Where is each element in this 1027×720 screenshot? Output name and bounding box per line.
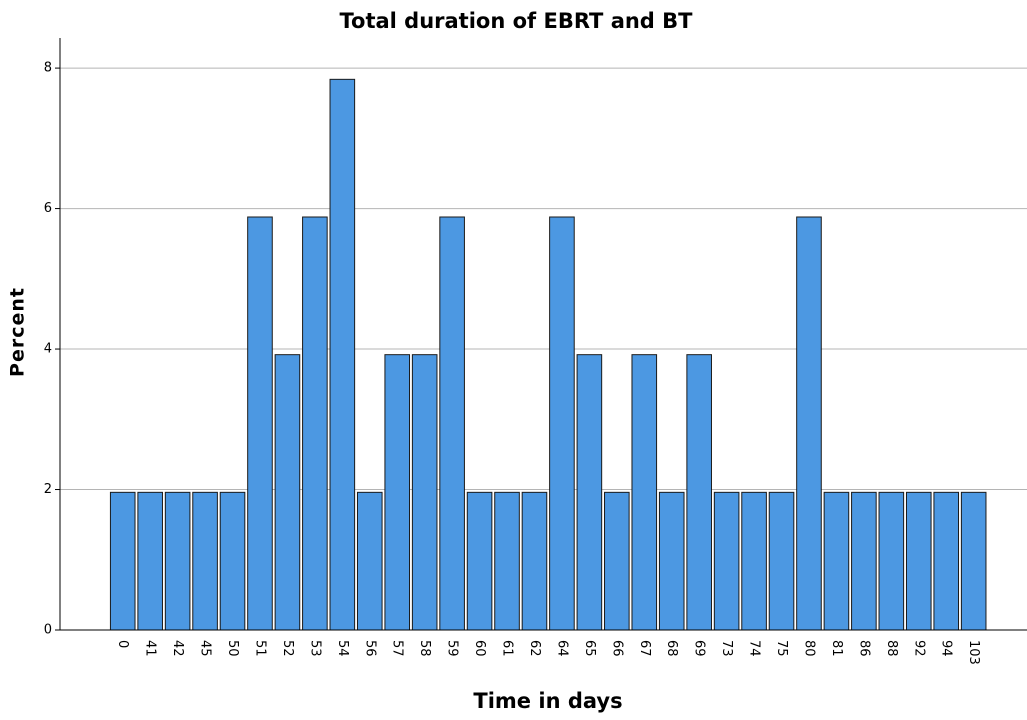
- x-tick-label: 42: [170, 640, 185, 657]
- x-tick-label: 56: [362, 640, 377, 657]
- x-axis-label: Time in days: [473, 689, 622, 713]
- x-tick-label: 51: [252, 640, 267, 657]
- x-tick-label: 92: [911, 640, 926, 657]
- x-tick-label: 80: [801, 640, 816, 657]
- x-tick-label: 103: [966, 640, 981, 665]
- bar: [356, 491, 383, 631]
- x-tick-label: 61: [500, 640, 515, 657]
- x-tick-label: 68: [664, 640, 679, 657]
- bar: [960, 491, 987, 631]
- bar: [713, 491, 740, 631]
- y-axis-label: Percent: [7, 287, 29, 377]
- y-tick-label: 0: [44, 623, 52, 638]
- bar: [686, 354, 712, 631]
- x-tick-label: 0: [115, 640, 130, 648]
- bar: [796, 216, 822, 631]
- bar: [494, 491, 520, 631]
- bar: [604, 491, 630, 631]
- x-tick-label: 81: [829, 640, 844, 657]
- bar: [302, 216, 328, 631]
- x-tick-label: 58: [417, 640, 432, 657]
- x-tick-label: 73: [719, 640, 734, 657]
- bar: [905, 491, 932, 631]
- bar: [247, 216, 273, 631]
- x-tick-label: 62: [527, 640, 542, 657]
- x-tick-label: 66: [609, 640, 624, 657]
- y-tick-label: 6: [44, 201, 52, 216]
- x-tick-label: 75: [774, 640, 789, 657]
- bar: [933, 491, 960, 631]
- bar: [576, 354, 603, 631]
- bar: [192, 491, 218, 631]
- x-tick-label: 64: [554, 640, 569, 657]
- x-tick-label: 69: [692, 640, 707, 657]
- bar: [878, 491, 905, 631]
- bar: [164, 491, 191, 631]
- x-tick-label: 59: [445, 640, 460, 657]
- chart-title: Total duration of EBRT and BT: [339, 9, 693, 33]
- bar: [109, 491, 136, 631]
- x-tick-label: 65: [582, 640, 597, 657]
- bar: [768, 491, 795, 631]
- bar: [466, 491, 493, 631]
- x-tick-label: 67: [637, 640, 652, 657]
- bar: [329, 78, 356, 631]
- bar: [549, 216, 575, 631]
- x-tick-label: 50: [225, 640, 240, 657]
- x-tick-label: 74: [747, 640, 762, 657]
- x-tick-label: 60: [472, 640, 487, 657]
- y-tick-label: 2: [44, 482, 52, 497]
- bar: [411, 354, 438, 631]
- bar: [384, 354, 411, 631]
- x-tick-label: 53: [307, 640, 322, 657]
- x-tick-label: 57: [390, 640, 405, 657]
- bar: [741, 491, 767, 631]
- bar: [439, 216, 465, 631]
- bar: [823, 491, 850, 631]
- x-tick-label: 86: [856, 640, 871, 657]
- bar: [521, 491, 548, 631]
- bar: [631, 354, 658, 631]
- x-tick-label: 41: [143, 640, 158, 657]
- bar: [658, 491, 685, 631]
- x-tick-label: 45: [198, 640, 213, 657]
- bar: [219, 491, 246, 631]
- bar: [274, 354, 301, 631]
- x-tick-label: 94: [939, 640, 954, 657]
- bar: [137, 491, 163, 631]
- x-tick-label: 52: [280, 640, 295, 657]
- y-tick-label: 8: [44, 61, 52, 76]
- x-tick-label: 54: [335, 640, 350, 657]
- bar: [851, 491, 877, 631]
- x-tick-label: 88: [884, 640, 899, 657]
- y-tick-label: 4: [44, 342, 52, 357]
